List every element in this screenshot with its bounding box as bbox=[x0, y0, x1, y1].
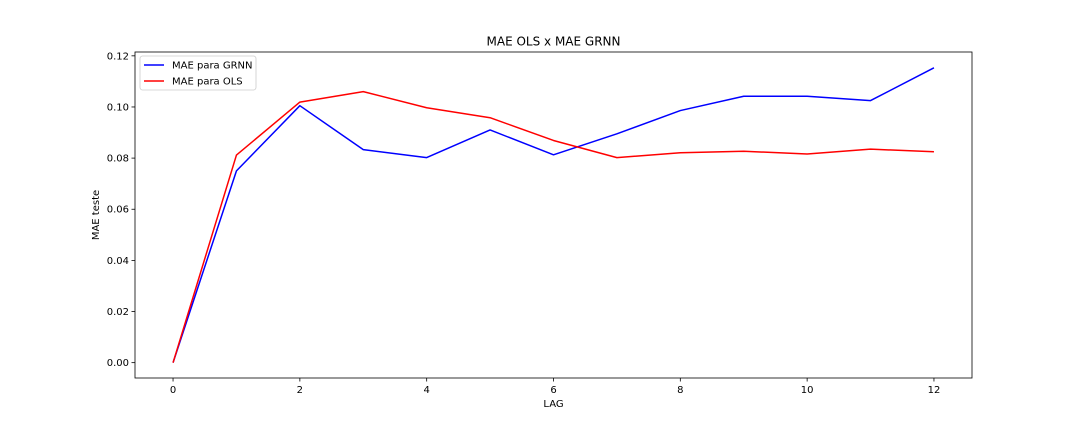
series-line-grnn bbox=[172, 67, 935, 363]
y-tick-label: 0.12 bbox=[107, 51, 129, 62]
x-tick-label: 8 bbox=[677, 385, 683, 396]
plot-frame bbox=[134, 51, 973, 379]
chart-title: MAE OLS x MAE GRNN bbox=[487, 35, 621, 49]
series-line-ols bbox=[172, 90, 934, 363]
y-axis-label: MAE teste bbox=[91, 190, 102, 240]
y-axis: 0.00 0.02 0.04 0.06 0.08 0.10 0.12 bbox=[107, 51, 135, 369]
x-tick-label: 4 bbox=[423, 385, 429, 396]
x-axis-label: LAG bbox=[543, 399, 563, 410]
x-tick-label: 10 bbox=[801, 385, 814, 396]
plot-area bbox=[172, 67, 935, 363]
x-tick-label: 6 bbox=[550, 385, 556, 396]
y-tick-label: 0.06 bbox=[107, 205, 129, 216]
legend-box bbox=[139, 55, 257, 91]
y-tick-label: 0.02 bbox=[107, 307, 129, 318]
y-tick-label: 0.04 bbox=[107, 256, 129, 267]
legend-label: MAE para OLS bbox=[172, 77, 243, 88]
legend: MAE para GRNN MAE para OLS bbox=[139, 55, 257, 91]
legend-label: MAE para GRNN bbox=[172, 61, 253, 72]
y-tick-label: 0.08 bbox=[107, 154, 129, 165]
x-axis: 0 2 4 6 8 10 12 bbox=[170, 378, 940, 396]
y-tick-label: 0.10 bbox=[107, 102, 129, 113]
x-tick-label: 2 bbox=[297, 385, 303, 396]
y-tick-label: 0.00 bbox=[107, 358, 129, 369]
x-tick-label: 12 bbox=[928, 385, 941, 396]
x-tick-label: 0 bbox=[170, 385, 176, 396]
